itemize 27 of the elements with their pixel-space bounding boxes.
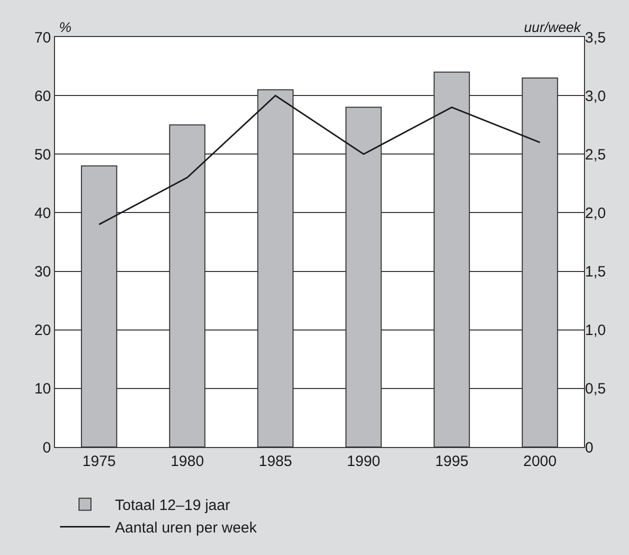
x-tick-label: 1990	[346, 453, 380, 470]
y-tick-label: 70	[34, 29, 51, 46]
x-tick-label: 1985	[258, 453, 292, 470]
y-tick-label: 40	[34, 204, 51, 222]
legend-label: Aantal uren per week	[115, 520, 258, 537]
x-tick-label: 2000	[523, 453, 557, 470]
y2-tick-label: 2,0	[585, 204, 606, 222]
y2-tick-label: 1,5	[585, 264, 606, 281]
x-tick-label: 1995	[435, 453, 468, 470]
y2-tick-label: 0	[585, 439, 594, 456]
y-axis-title: %	[59, 19, 72, 35]
y2-tick-label: 0,5	[585, 380, 606, 398]
x-tick-label: 1980	[170, 453, 204, 470]
y2-tick-label: 2,5	[585, 146, 606, 164]
y-tick-label: 30	[34, 264, 51, 281]
line-series	[98, 94, 541, 226]
y-tick-label: 50	[34, 146, 51, 164]
x-tick-label: 1975	[82, 453, 116, 470]
y-tick-label: 20	[34, 322, 51, 340]
y2-tick-label: 1,0	[585, 322, 606, 340]
y-tick-label: 0	[42, 439, 51, 456]
legend-label: Totaal 12–19 jaar	[115, 497, 230, 514]
y-tick-label: 10	[34, 380, 51, 398]
y2-axis-title: uur/week	[524, 19, 582, 35]
y2-tick-label: 3,0	[585, 88, 606, 105]
y2-tick-label: 3,5	[585, 29, 606, 46]
y-tick-label: 60	[34, 88, 51, 105]
